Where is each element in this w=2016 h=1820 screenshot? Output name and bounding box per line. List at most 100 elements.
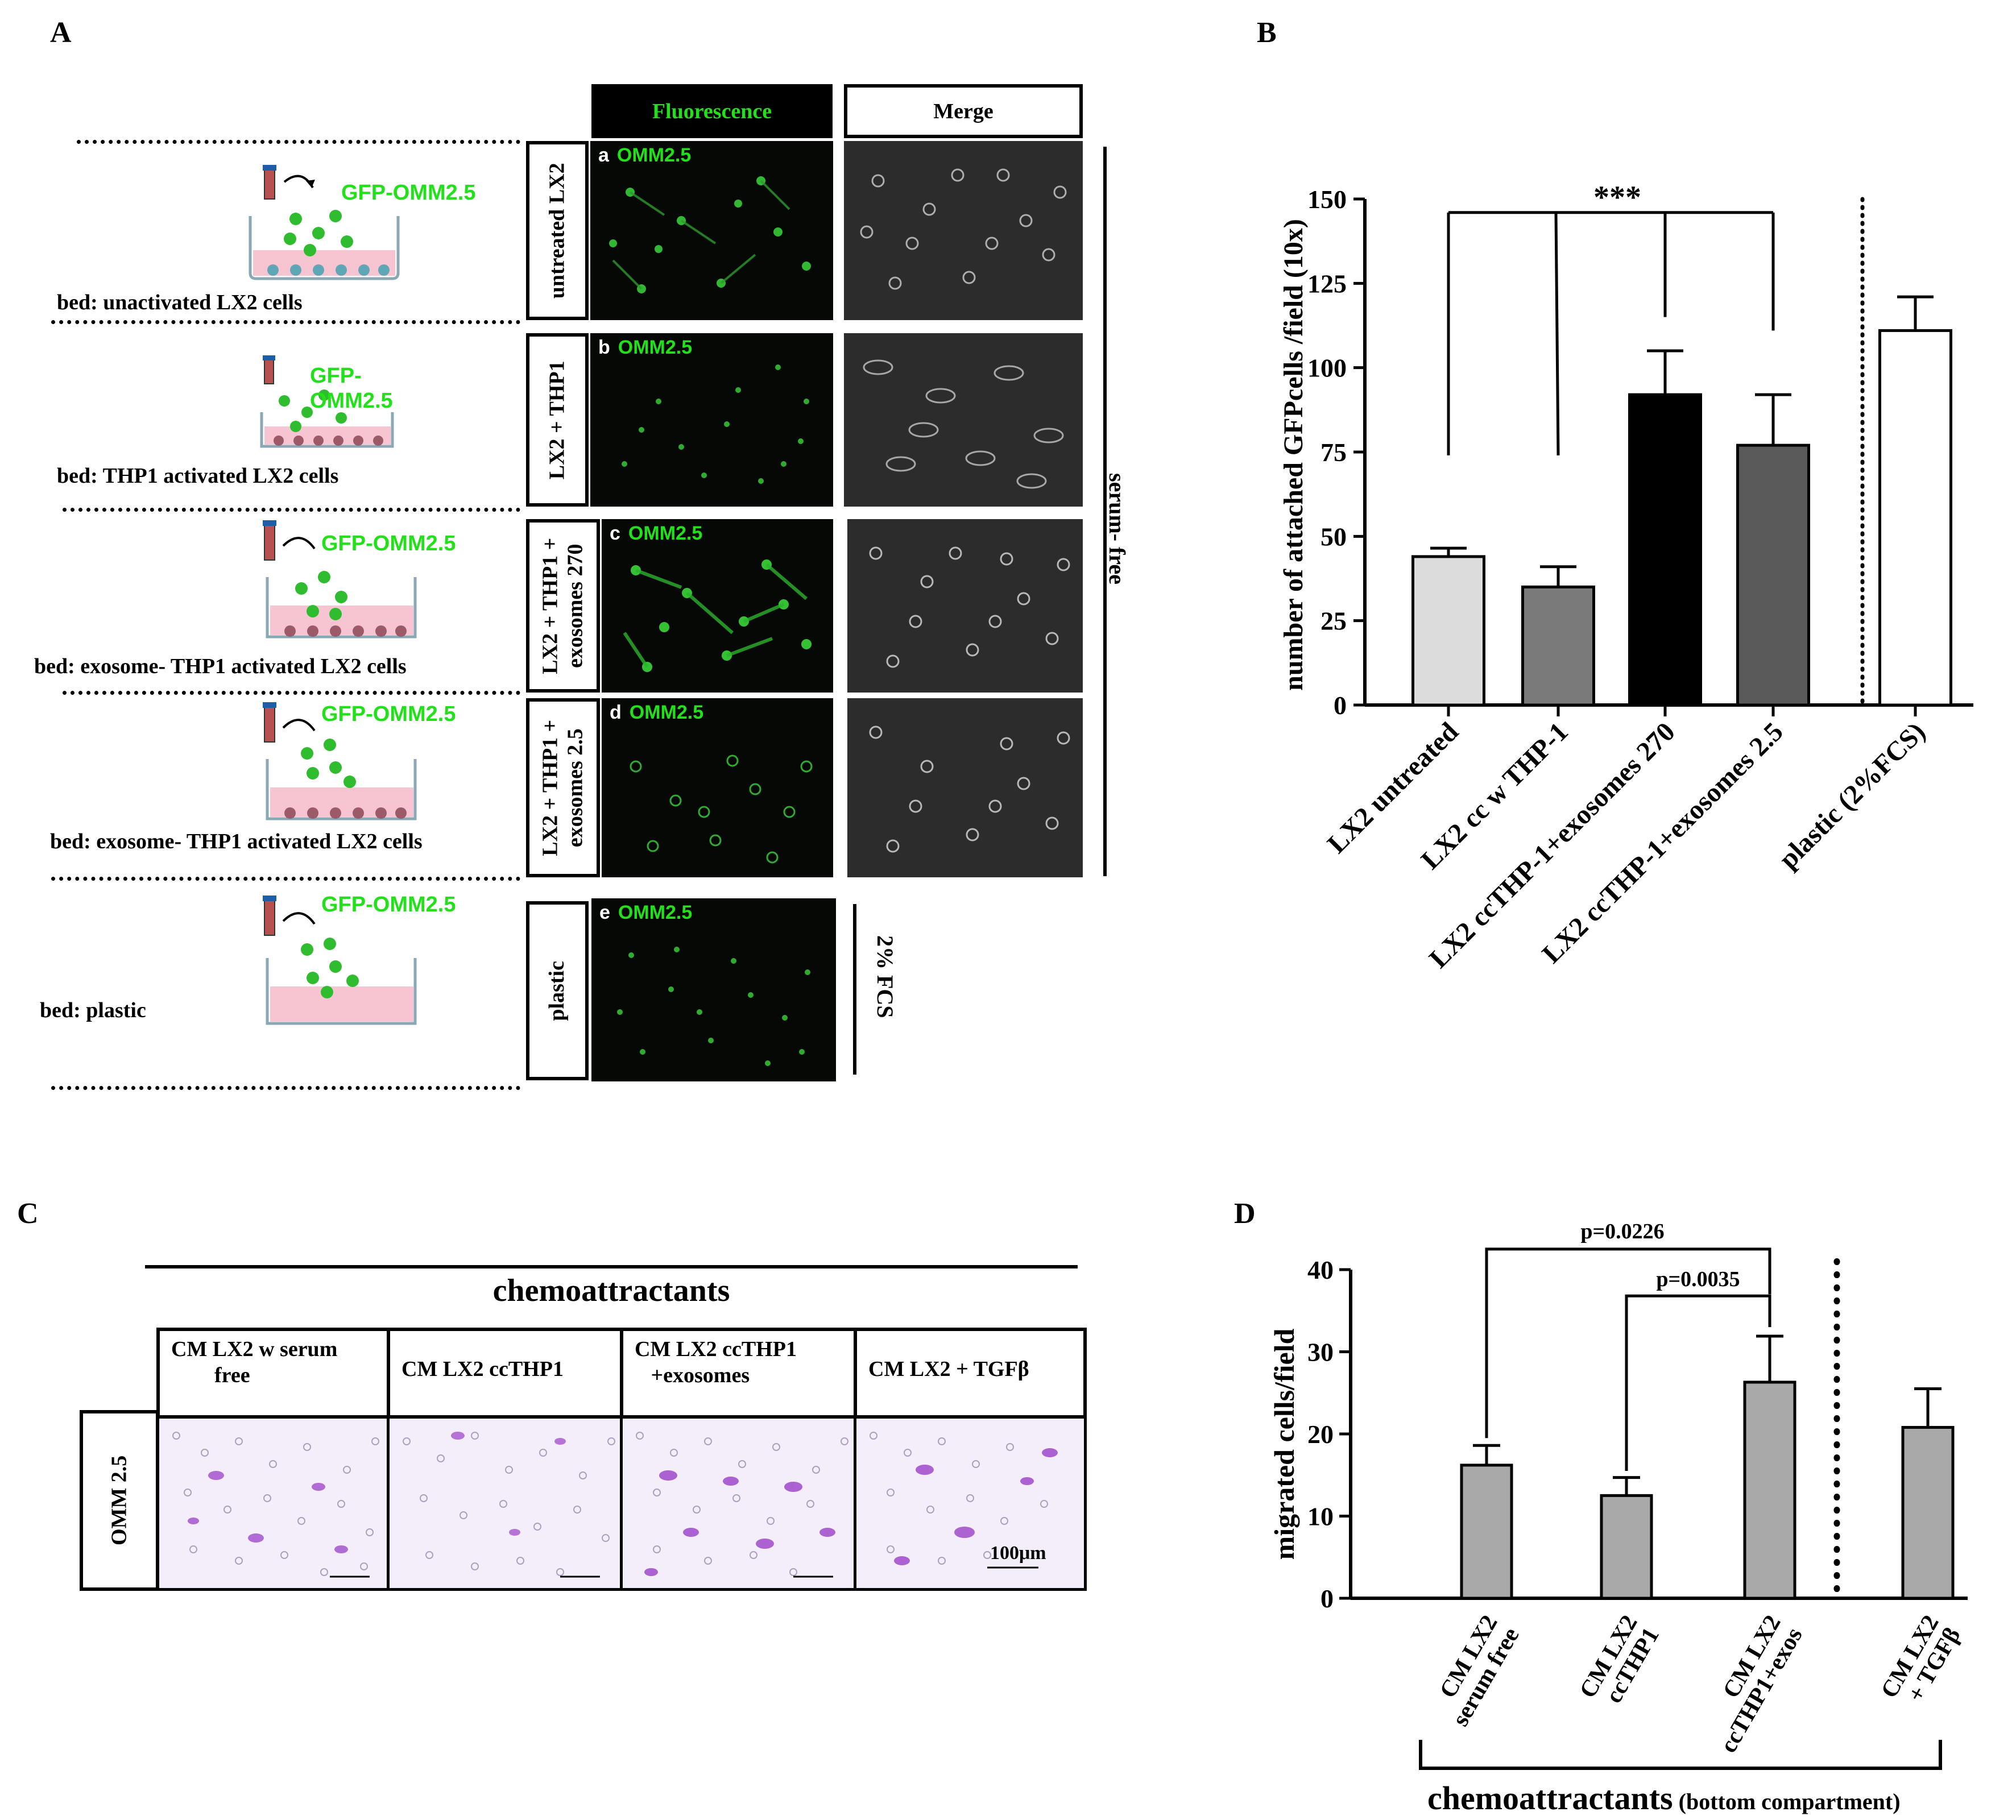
fluorescence-cells-graphic [623, 559, 812, 672]
y-tick-label: 0 [1320, 1584, 1334, 1613]
merge-cells-graphic [869, 725, 1070, 853]
condition-label-box: untreated LX2 [526, 141, 589, 320]
bar [1901, 1425, 1955, 1600]
x-tick-label: plastic (2%FCS) [1773, 716, 1931, 874]
bar [1743, 1380, 1796, 1600]
stain-cells-graphic [870, 1432, 1058, 1569]
bar [1878, 329, 1952, 707]
bar [1628, 393, 1702, 707]
well-schematic-icon [263, 896, 417, 1025]
significance-bracket [1554, 212, 1560, 455]
x-tick-label: CM LX2ccTHP1 [1575, 1611, 1665, 1715]
well-schematic-icon [263, 702, 417, 820]
y-tick-label: 40 [1307, 1255, 1334, 1284]
y-axis-label: number of attached GFPcells /field (10x) [1278, 219, 1309, 691]
panel-label-c: C [17, 1197, 39, 1230]
stain-image [620, 1416, 857, 1591]
y-tick-label: 30 [1307, 1338, 1334, 1367]
y-tick-label: 125 [1307, 269, 1347, 298]
fluorescence-cells-graphic [630, 754, 813, 864]
row-separator [51, 1086, 520, 1090]
row-separator [77, 140, 520, 144]
image-cell-name: OMM2.5 [616, 144, 692, 166]
y-tick-label: 150 [1307, 185, 1347, 214]
condition-label: plastic [545, 960, 569, 1021]
image-letter: c [610, 523, 620, 544]
y-tick-label: 75 [1320, 438, 1347, 467]
row-separator [51, 877, 520, 881]
row-label-box: OMM 2.5 [80, 1410, 159, 1591]
cm-column-header: CM LX2 w serum free [156, 1328, 390, 1419]
pvalue-label: p=0.0035 [1656, 1267, 1740, 1291]
bar [1460, 1464, 1513, 1600]
y-axis-label: migrated cells/field [1268, 1328, 1300, 1560]
stain-cells-graphic [636, 1432, 848, 1578]
pvalue-bracket [1625, 1294, 1771, 1471]
y-tick-label: 25 [1320, 607, 1347, 636]
image-letter: a [598, 144, 609, 166]
cm-column-header: CM LX2 ccTHP1 [387, 1328, 623, 1419]
merge-image [847, 519, 1083, 693]
chemoattractants-bracket [1419, 1740, 1942, 1770]
condition-label-box: LX2 + THP1 + exosomes 2.5 [526, 698, 600, 877]
stain-image: 100μm [854, 1416, 1087, 1591]
stain-cells-graphic [403, 1432, 615, 1578]
cells-label: GFP-OMM2.5 [321, 893, 456, 917]
fluorescence-cells-graphic [609, 176, 811, 293]
image-cell-name: OMM2.5 [618, 337, 693, 358]
image-letter: e [599, 902, 610, 923]
merge-cells-graphic [869, 546, 1070, 668]
fluorescence-image: a OMM2.5 [590, 141, 833, 320]
condition-label: LX2 + THP1 + exosomes 270 [538, 537, 587, 674]
fcs-label: 2% FCS [872, 935, 898, 1018]
x-tick-label: CM LX2+ TGFβ [1876, 1611, 1966, 1715]
condition-label-box: LX2 + THP1 + exosomes 270 [526, 519, 600, 693]
cells-label: GFP-OMM2.5 [341, 181, 476, 205]
scale-bar-label: 100μm [990, 1543, 1046, 1564]
image-cell-name: OMM2.5 [618, 902, 693, 923]
chart-d: 0 10 20 30 40 CM LX2serum free CM LX2ccTHP1 CM … [1268, 1222, 1968, 1817]
x-tick-label: CM LX2ccTHP1+exos [1694, 1611, 1808, 1757]
row-label: OMM 2.5 [107, 1455, 131, 1546]
condition-label: untreated LX2 [545, 163, 569, 299]
bed-label: bed: THP1 activated LX2 cells [57, 464, 339, 488]
condition-label: LX2 + THP1 [545, 360, 569, 479]
bar [1521, 585, 1595, 707]
condition-label-box: plastic [526, 901, 589, 1080]
cm-column-header: CM LX2 ccTHP1 +exosomes [620, 1328, 857, 1419]
row-separator [63, 691, 520, 695]
cells-label: GFP-OMM2.5 [321, 532, 456, 555]
fluorescence-image: d OMM2.5 [602, 698, 833, 877]
row-separator [63, 508, 520, 512]
condition-label-box: LX2 + THP1 [526, 333, 589, 507]
bed-label: bed: exosome- THP1 activated LX2 cells [50, 830, 423, 853]
merge-image [844, 141, 1083, 320]
y-tick-label: 50 [1320, 522, 1347, 551]
image-letter: b [598, 337, 610, 358]
chemoattractants-bar [145, 1265, 1078, 1268]
fcs-bracket [853, 904, 856, 1075]
stain-cells-graphic [172, 1432, 379, 1578]
pvalue-label: p=0.0226 [1580, 1222, 1664, 1243]
image-letter: d [610, 702, 622, 723]
panel-c-title: chemoattractants [492, 1273, 730, 1308]
panel-label-d: D [1234, 1197, 1256, 1230]
y-tick-label: 20 [1307, 1420, 1334, 1449]
image-cell-name: OMM2.5 [628, 523, 703, 544]
merge-header: Merge [844, 84, 1083, 138]
stain-image [156, 1416, 390, 1591]
cells-label: GFP- OMM2.5 [310, 364, 393, 413]
bar [1600, 1494, 1653, 1600]
serum-free-label: serum- free [1104, 473, 1130, 584]
fluorescence-header: Fluorescence [591, 84, 833, 138]
merge-image [847, 698, 1083, 877]
panel-label-a: A [50, 16, 72, 49]
bar [1411, 555, 1485, 707]
fluorescence-image: e OMM2.5 [591, 898, 836, 1081]
bar [1736, 443, 1810, 707]
well-schematic-icon [249, 165, 400, 280]
y-tick-label: 0 [1334, 691, 1347, 720]
fluorescence-cells-graphic [617, 947, 810, 1066]
condition-label: LX2 + THP1 + exosomes 2.5 [538, 719, 587, 856]
